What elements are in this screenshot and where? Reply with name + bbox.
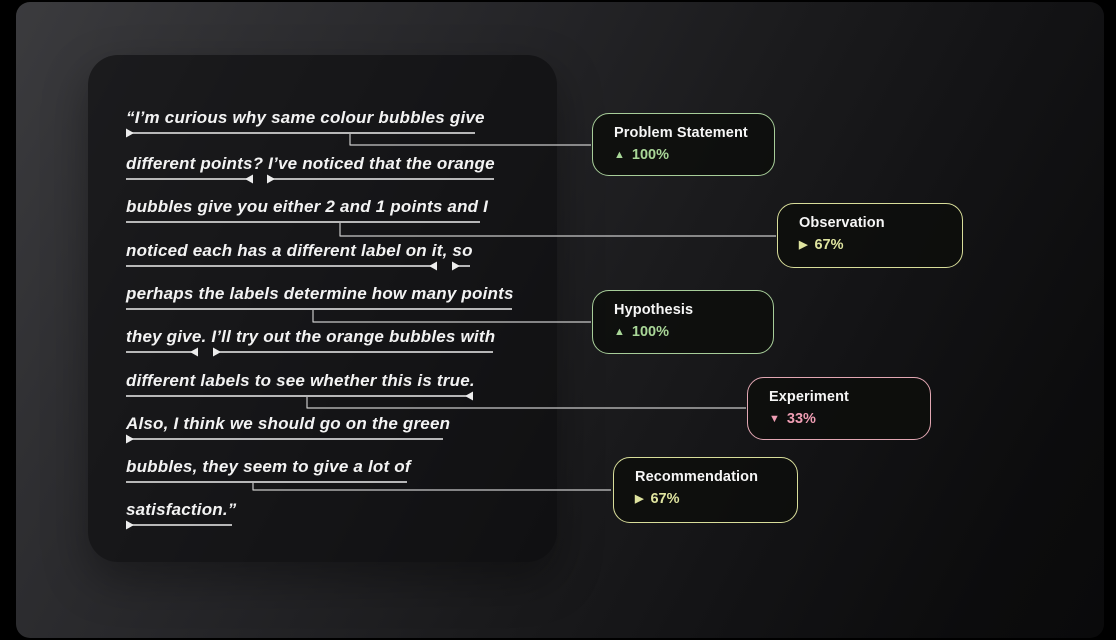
- quote-panel: [88, 55, 557, 562]
- quote-line: “I’m curious why same colour bubbles giv…: [126, 108, 485, 127]
- badge-score: ▶ 67%: [635, 491, 777, 507]
- quote-line: Also, I think we should go on the green: [126, 414, 451, 433]
- quote-line: bubbles give you either 2 and 1 points a…: [126, 197, 489, 216]
- triangle-right-icon: ▶: [799, 238, 808, 251]
- triangle-right-icon: ▶: [635, 492, 644, 505]
- quote-line: bubbles, they seem to give a lot of: [126, 457, 411, 476]
- badge-label: Observation: [799, 215, 885, 231]
- badge-problem-statement[interactable]: Problem Statement ▲ 100%: [592, 113, 775, 176]
- badge-observation[interactable]: Observation ▶ 67%: [777, 203, 963, 268]
- badge-percentage: 100%: [631, 147, 669, 163]
- quote-line: noticed each has a different label on it…: [126, 241, 473, 260]
- triangle-up-icon: ▲: [614, 148, 625, 161]
- badge-percentage: 67%: [814, 237, 844, 253]
- badge-label: Hypothesis: [614, 302, 694, 318]
- badge-score: ▶ 67%: [799, 237, 942, 253]
- quote-line: different labels to see whether this is …: [126, 371, 475, 390]
- badge-percentage: 67%: [650, 491, 680, 507]
- badge-label: Recommendation: [635, 469, 759, 485]
- quote-line: different points? I’ve noticed that the …: [126, 154, 495, 173]
- triangle-down-icon: ▼: [769, 412, 780, 425]
- badge-hypothesis[interactable]: Hypothesis ▲ 100%: [592, 290, 774, 354]
- badge-percentage: 33%: [786, 411, 816, 427]
- badge-label: Experiment: [769, 389, 849, 405]
- badge-recommendation[interactable]: Recommendation ▶ 67%: [613, 457, 798, 523]
- triangle-up-icon: ▲: [614, 325, 625, 338]
- quote-line: they give. I’ll try out the orange bubbl…: [126, 327, 496, 346]
- badge-score: ▼ 33%: [769, 411, 910, 427]
- badge-score: ▲ 100%: [614, 147, 754, 163]
- quote-line: satisfaction.”: [126, 500, 237, 519]
- badge-percentage: 100%: [631, 324, 669, 340]
- badge-experiment[interactable]: Experiment ▼ 33%: [747, 377, 931, 440]
- badge-label: Problem Statement: [614, 125, 748, 141]
- quote-line: perhaps the labels determine how many po…: [126, 284, 514, 303]
- badge-score: ▲ 100%: [614, 324, 753, 340]
